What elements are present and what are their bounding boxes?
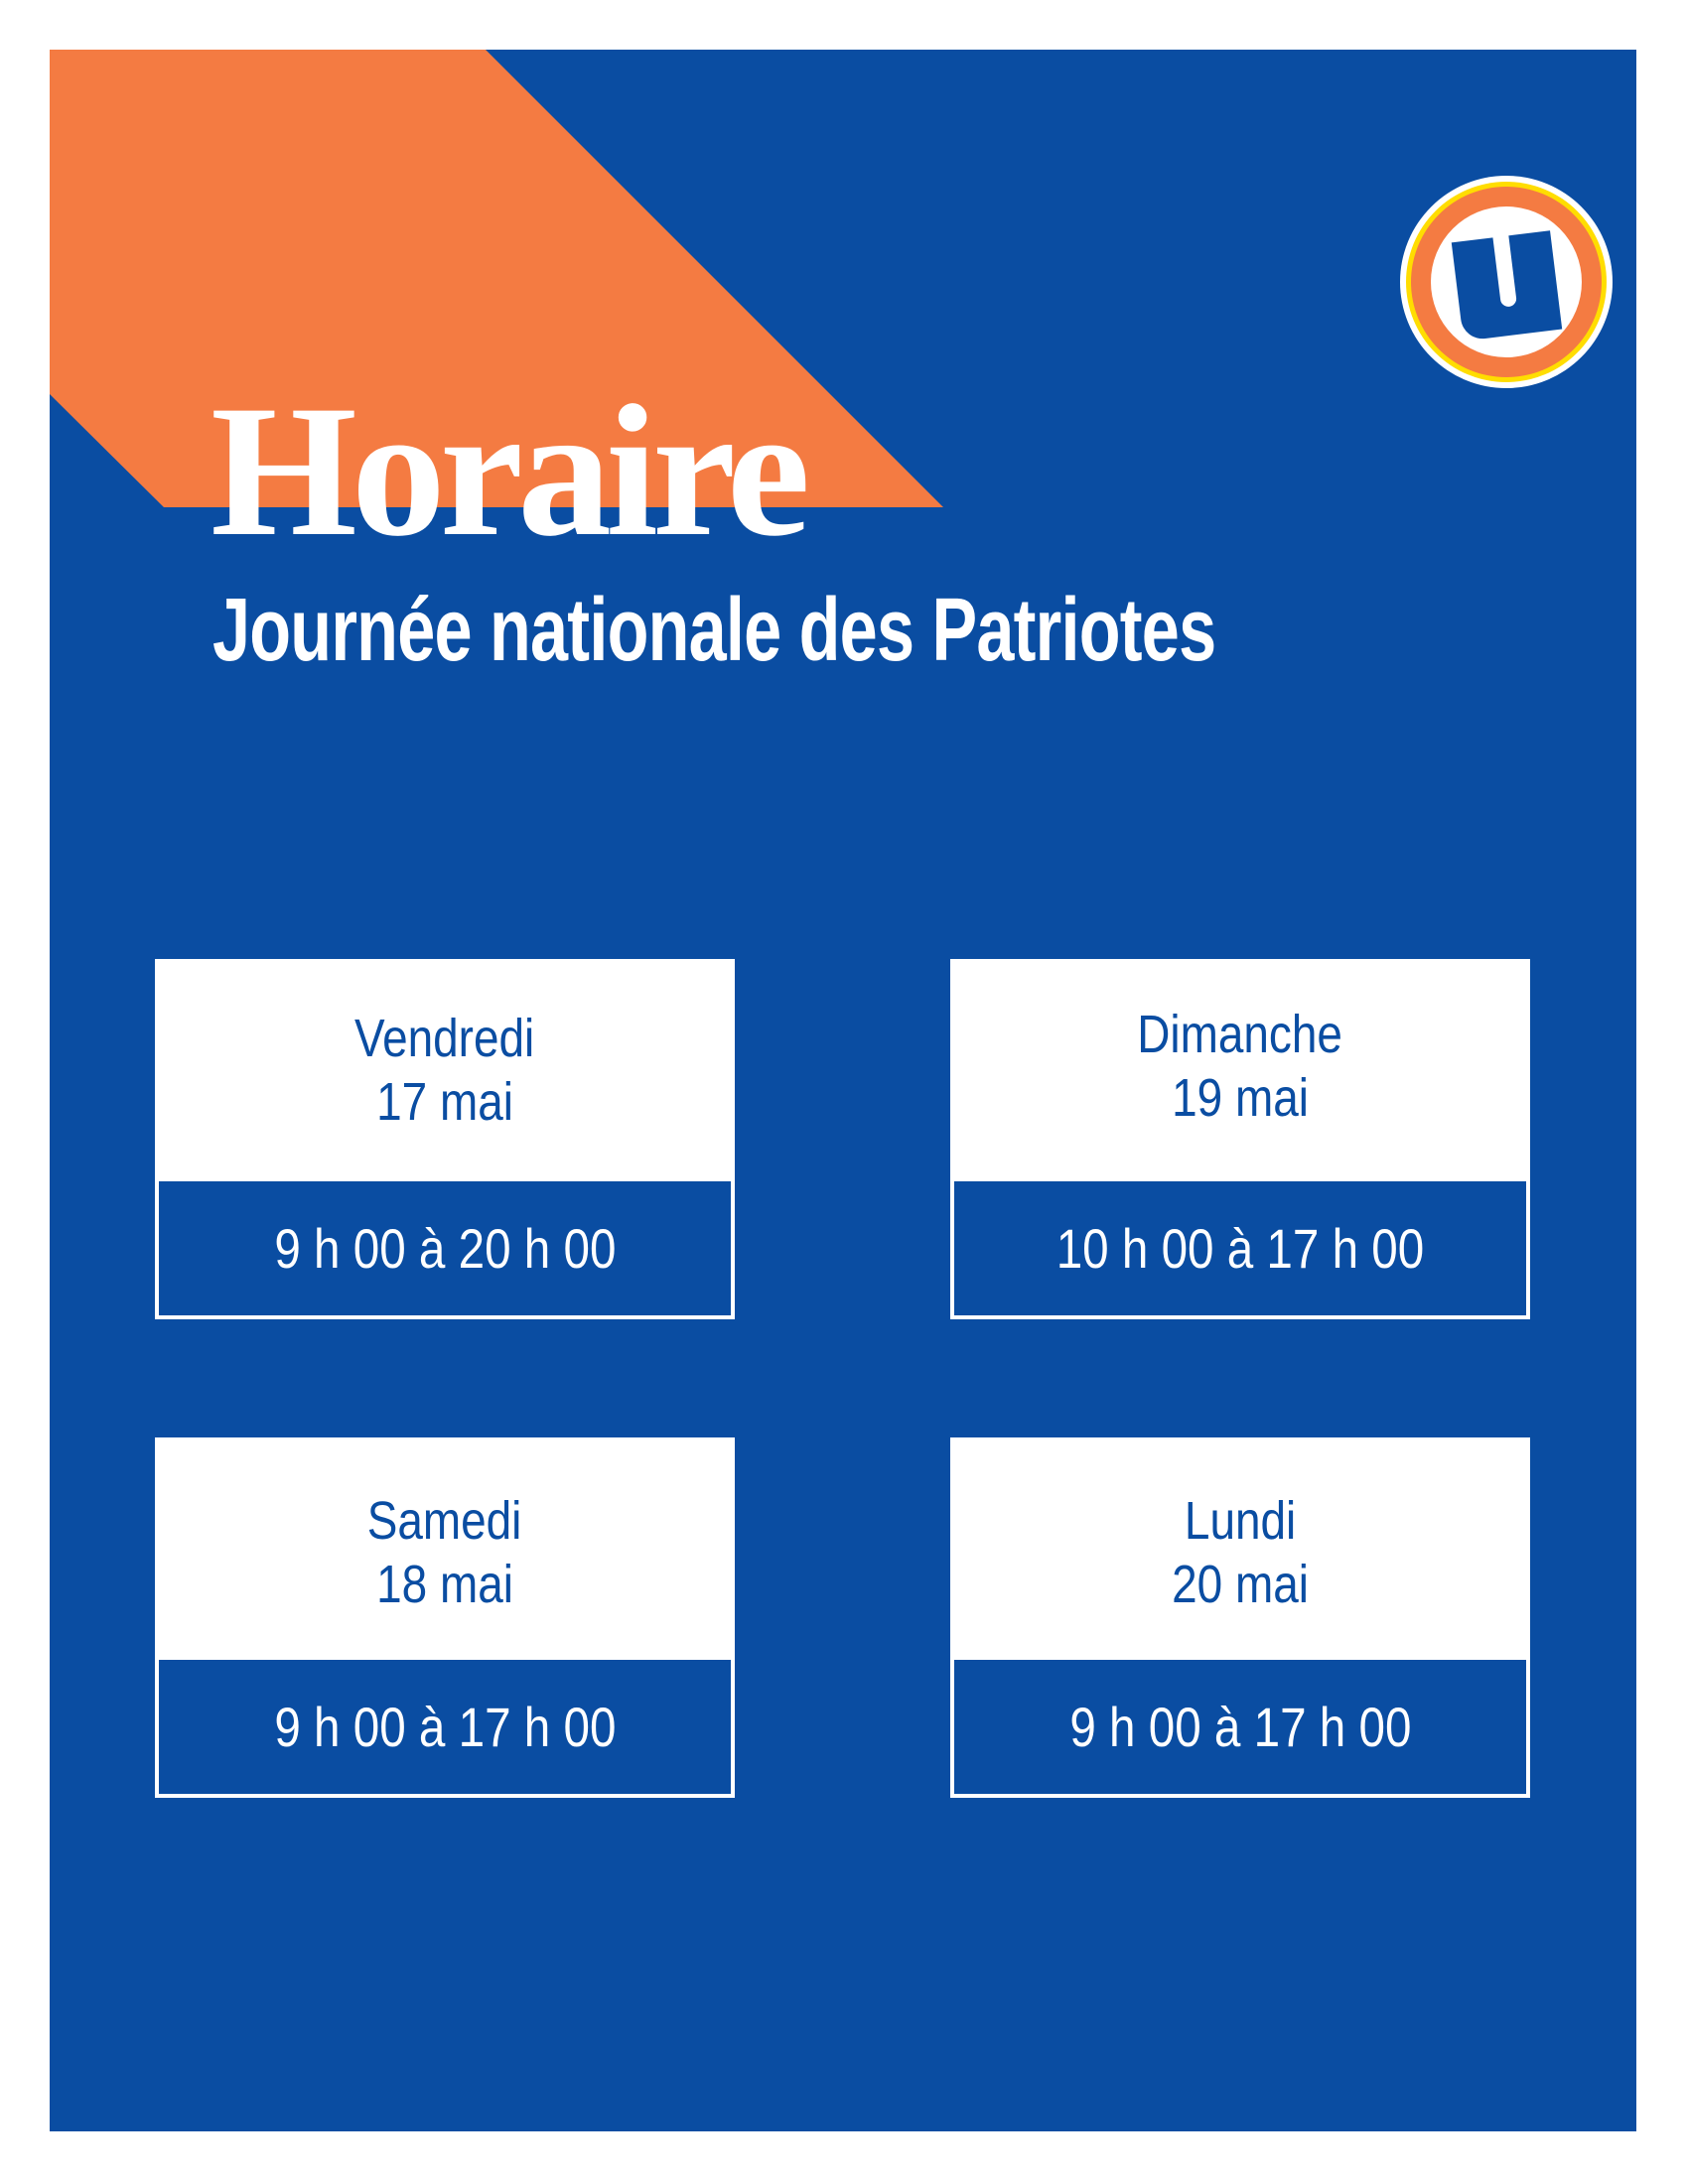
page-title: Horaire (211, 367, 810, 576)
card-day-date: 18 mai (376, 1555, 513, 1614)
card-day: Vendredi (354, 1009, 535, 1068)
card-hours-text: 9 h 00 à 17 h 00 (1068, 1696, 1412, 1758)
card-hours-text: 9 h 00 à 17 h 00 (273, 1696, 617, 1758)
schedule-card-saturday: Samedi 18 mai 9 h 00 à 17 h 00 (155, 1437, 735, 1798)
poster-panel: Horaire Journée nationale des Patriotes … (50, 50, 1636, 2131)
card-hours-text: 9 h 00 à 20 h 00 (273, 1217, 617, 1280)
card-day-date: 20 mai (1172, 1555, 1309, 1614)
card-date: Vendredi 17 mai (155, 959, 735, 1181)
card-hours: 9 h 00 à 17 h 00 (954, 1660, 1526, 1794)
card-date: Lundi 20 mai (950, 1437, 1530, 1660)
card-day-date: 17 mai (376, 1072, 513, 1132)
card-date: Samedi 18 mai (155, 1437, 735, 1660)
card-day-date: 19 mai (1172, 1068, 1309, 1128)
page-subtitle: Journée nationale des Patriotes (212, 581, 1216, 680)
card-hours-text: 10 h 00 à 17 h 00 (1055, 1217, 1425, 1280)
schedule-card-monday: Lundi 20 mai 9 h 00 à 17 h 00 (950, 1437, 1530, 1798)
card-day: Samedi (367, 1491, 522, 1551)
orange-diagonal-band (50, 50, 943, 507)
card-day: Dimanche (1137, 1005, 1343, 1064)
card-hours: 9 h 00 à 17 h 00 (159, 1660, 731, 1794)
card-hours: 10 h 00 à 17 h 00 (954, 1181, 1526, 1315)
card-day: Lundi (1184, 1491, 1297, 1551)
card-hours: 9 h 00 à 20 h 00 (159, 1181, 731, 1315)
schedule-card-sunday: Dimanche 19 mai 10 h 00 à 17 h 00 (950, 959, 1530, 1319)
card-date: Dimanche 19 mai (950, 959, 1530, 1181)
schedule-card-friday: Vendredi 17 mai 9 h 00 à 20 h 00 (155, 959, 735, 1319)
u-logo-icon (1400, 176, 1613, 388)
